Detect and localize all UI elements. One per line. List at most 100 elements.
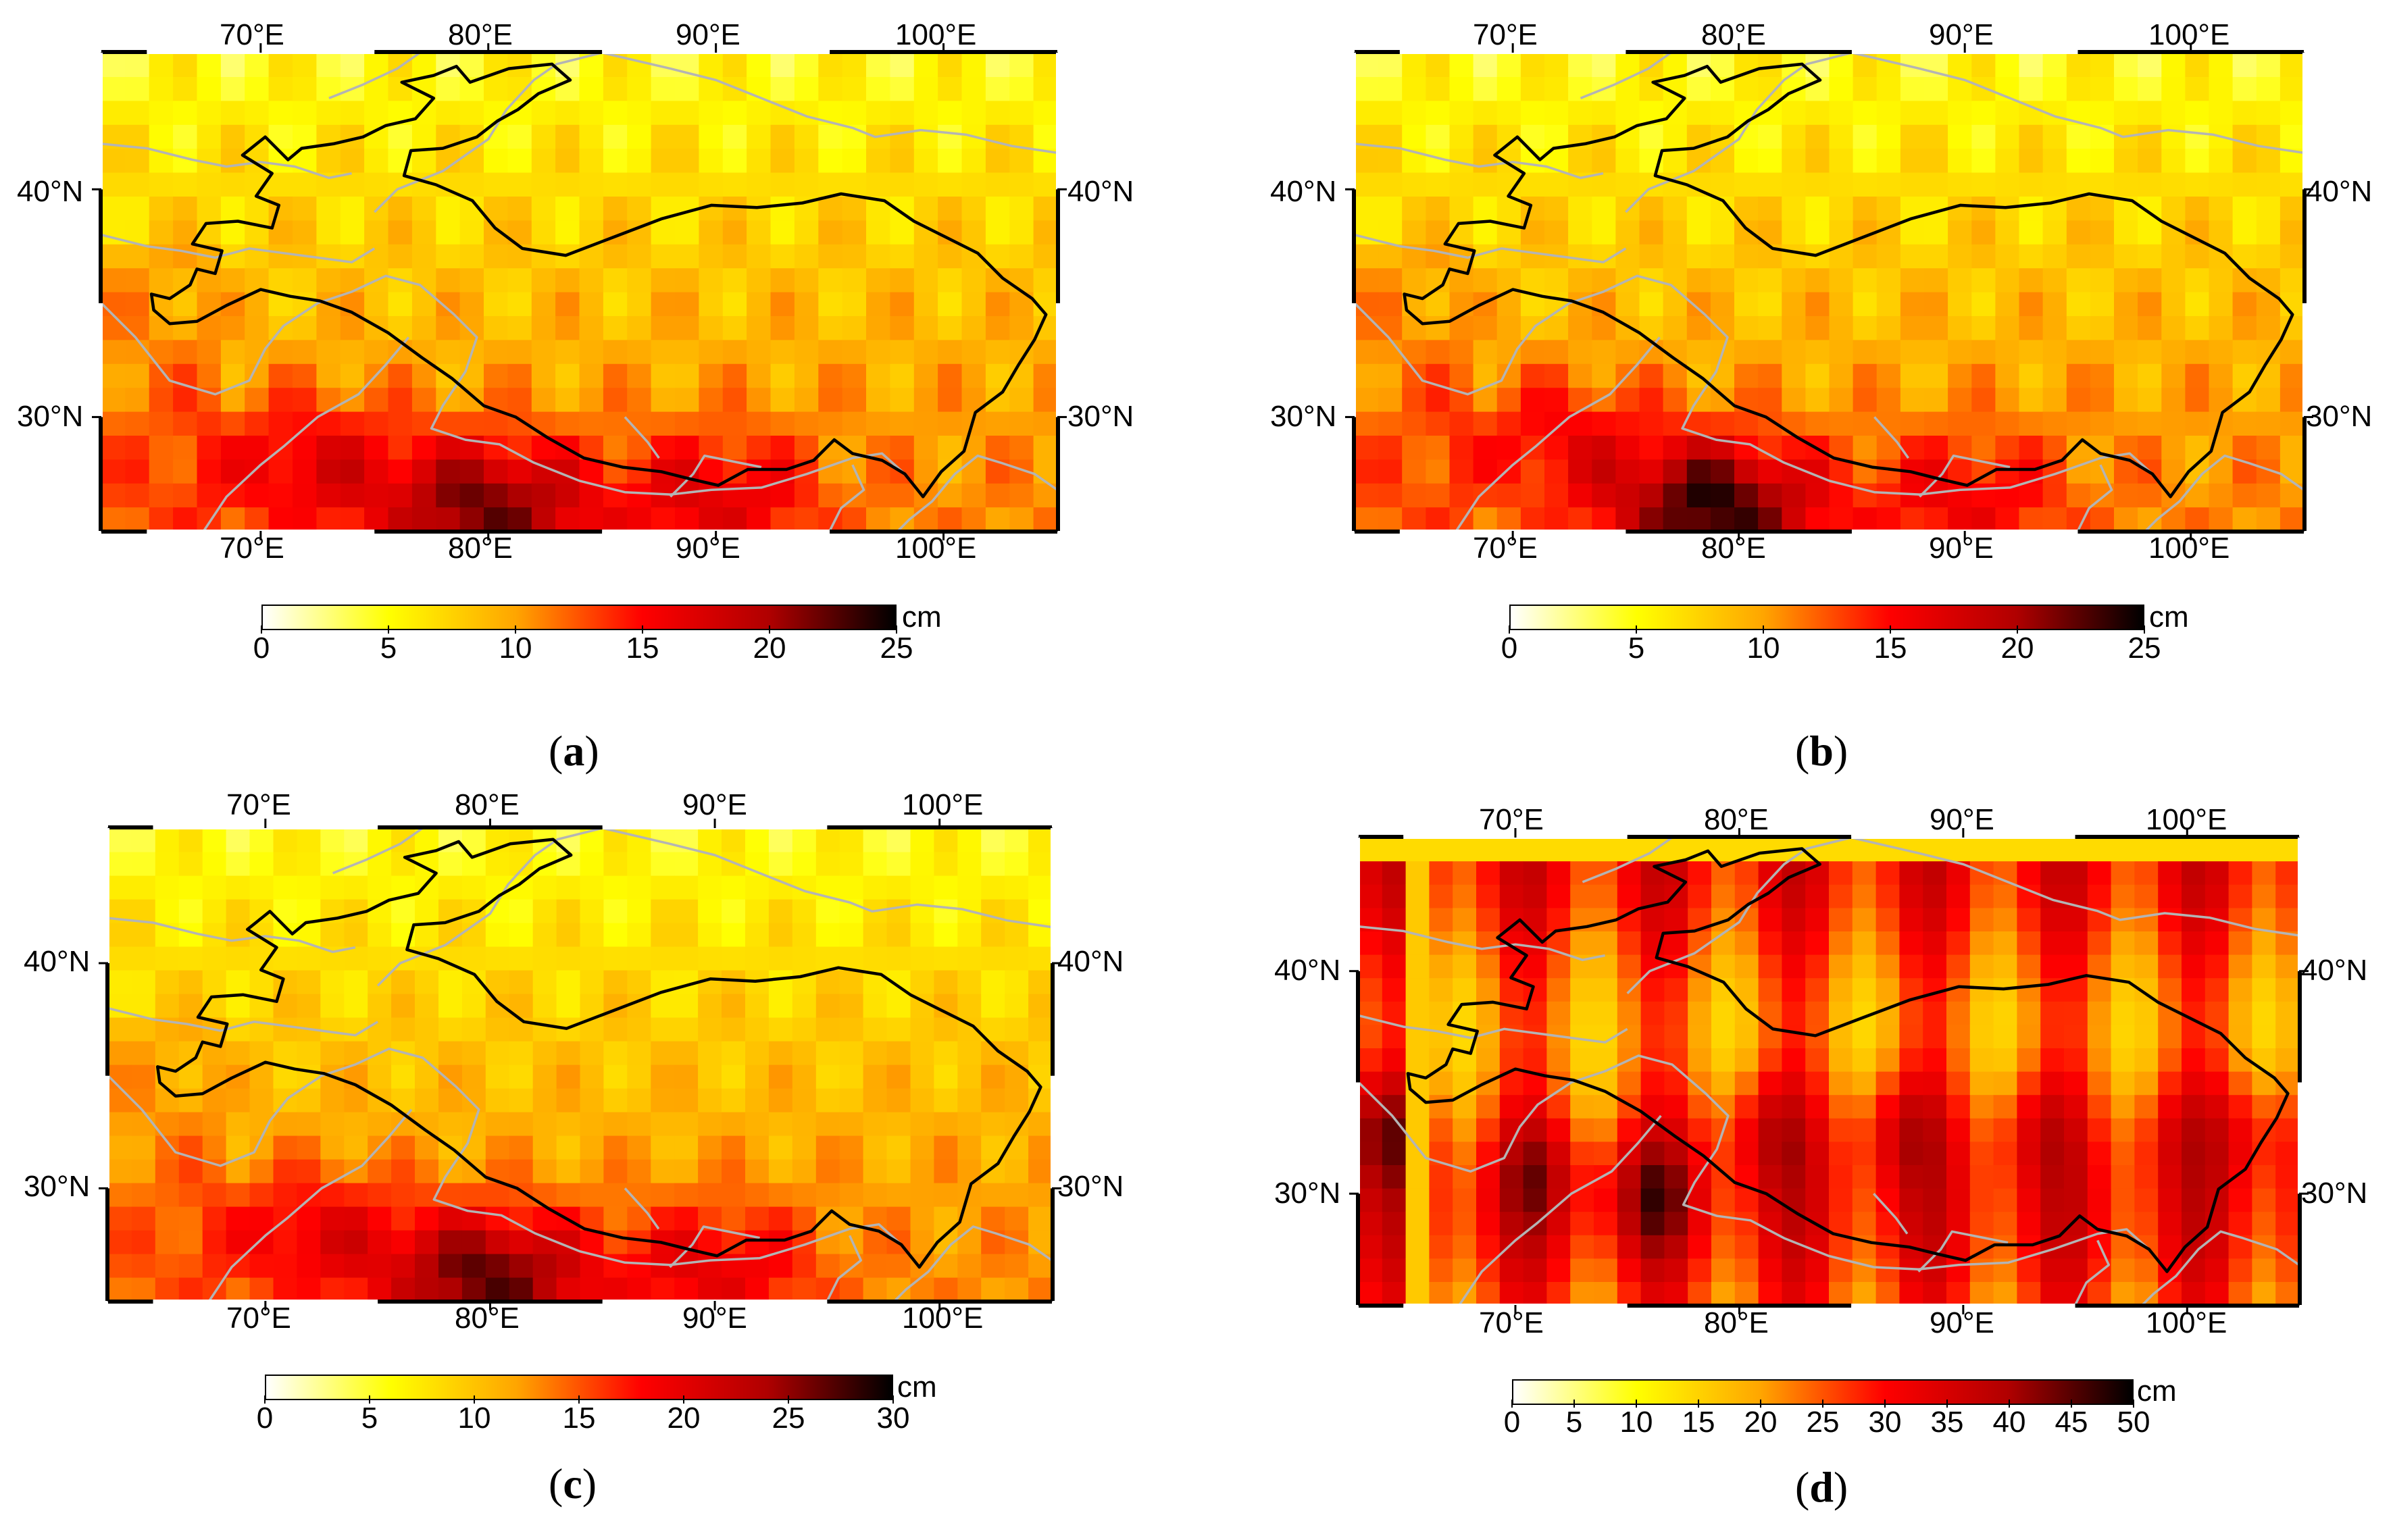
heatmap-cell xyxy=(2185,172,2210,197)
heatmap-cell xyxy=(1639,124,1664,149)
heatmap-cell xyxy=(1758,1048,1782,1072)
heatmap-cell xyxy=(1923,1281,1947,1306)
heatmap-cell xyxy=(1758,172,1782,197)
heatmap-cell xyxy=(1009,507,1034,532)
heatmap-cell xyxy=(1402,124,1426,149)
heatmap-cell xyxy=(792,852,817,876)
heatmap-cell xyxy=(863,1135,888,1160)
heatmap-cell xyxy=(1758,148,1782,173)
heatmap-cell xyxy=(1710,100,1735,125)
heatmap-cell xyxy=(981,1254,1005,1278)
heatmap-cell xyxy=(792,1254,817,1278)
heatmap-cell xyxy=(368,946,392,971)
heatmap-cell xyxy=(1664,1094,1688,1119)
heatmap-cell xyxy=(555,124,580,149)
heatmap-cell xyxy=(108,1088,132,1112)
heatmap-cell xyxy=(768,994,793,1018)
heatmap-cell xyxy=(2205,977,2230,1002)
colorbar-tick-label: 45 xyxy=(2055,1406,2088,1439)
heatmap-cell xyxy=(532,1277,557,1302)
heatmap-cell xyxy=(1033,244,1058,269)
heatmap-cell xyxy=(2066,339,2091,364)
heatmap-cell xyxy=(293,220,317,245)
heatmap-cell xyxy=(1734,1094,1759,1119)
heatmap-cell xyxy=(1688,1048,1712,1072)
heatmap-cell xyxy=(484,292,508,316)
heatmap-cell xyxy=(1971,53,1996,77)
heatmap-cell xyxy=(768,1041,793,1065)
heatmap-cell xyxy=(2064,1258,2088,1282)
heatmap-cell xyxy=(1688,1001,1712,1025)
heatmap-cell xyxy=(961,292,986,316)
heatmap-cell xyxy=(556,1064,581,1089)
heatmap-cell xyxy=(438,1112,463,1136)
heatmap-cell xyxy=(1711,931,1736,955)
heatmap-cell xyxy=(957,970,982,994)
heatmap-cell xyxy=(1805,907,1830,931)
heatmap-cell xyxy=(2040,1281,2065,1306)
heatmap-cell xyxy=(839,875,864,900)
heatmap-cell xyxy=(698,1277,722,1302)
heatmap-cell xyxy=(1355,172,1379,197)
heatmap-cell xyxy=(1971,100,1996,125)
heatmap-cell xyxy=(178,1159,203,1183)
heatmap-cell xyxy=(484,411,508,436)
heatmap-cell xyxy=(1640,838,1665,862)
heatmap-cell xyxy=(938,339,963,364)
heatmap-cell xyxy=(2279,507,2304,532)
country-border xyxy=(1359,925,1605,961)
heatmap-cell xyxy=(1453,1141,1477,1165)
heatmap-cell xyxy=(1758,1258,1782,1282)
heatmap-cell xyxy=(770,124,795,149)
heatmap-cell xyxy=(438,1088,463,1112)
heatmap-cell xyxy=(768,1183,793,1207)
heatmap-cell xyxy=(1829,100,1854,125)
heatmap-cell xyxy=(2228,1094,2252,1119)
heatmap-cell xyxy=(938,53,963,77)
frame-segment xyxy=(1352,303,1356,417)
heatmap-cell xyxy=(1523,884,1547,908)
heatmap-cell xyxy=(1544,387,1569,412)
heatmap-cell xyxy=(249,852,274,876)
heatmap-cell xyxy=(155,875,180,900)
heatmap-cell xyxy=(2019,292,2044,316)
heatmap-cell xyxy=(839,1159,864,1183)
heatmap-cell xyxy=(1993,838,2017,862)
heatmap-cell xyxy=(245,100,270,125)
heatmap-cell xyxy=(794,267,819,292)
heatmap-cell xyxy=(1544,76,1569,101)
colorbar-tick-mark xyxy=(2144,625,2145,634)
heatmap-cell xyxy=(580,1041,604,1065)
heatmap-cell xyxy=(368,1064,392,1089)
heatmap-cell xyxy=(1734,172,1759,197)
heatmap-cell xyxy=(818,244,843,269)
colorbar-tick-label: 10 xyxy=(1619,1406,1653,1439)
heatmap-cell xyxy=(1355,100,1379,125)
heatmap-cell xyxy=(699,244,724,269)
colorbar-a xyxy=(261,605,897,630)
heatmap-cell xyxy=(2111,1281,2135,1306)
heatmap-cell xyxy=(913,507,938,532)
heatmap-cell xyxy=(249,1041,274,1065)
heatmap-cell xyxy=(957,946,982,971)
heatmap-cell xyxy=(485,946,510,971)
heatmap-cell xyxy=(1496,100,1521,125)
heatmap-cell xyxy=(1924,315,1948,340)
heatmap-cell xyxy=(2114,292,2138,316)
heatmap-cell xyxy=(792,1041,817,1065)
heatmap-cell xyxy=(579,387,604,412)
country-border xyxy=(602,828,1052,929)
heatmap-cell xyxy=(1923,884,1947,908)
heatmap-cell xyxy=(1875,1094,1900,1119)
heatmap-cell xyxy=(675,507,699,532)
heatmap-cell xyxy=(1782,1001,1806,1025)
heatmap-cell xyxy=(1686,220,1711,245)
heatmap-cell xyxy=(1592,507,1616,532)
heatmap-cell xyxy=(173,339,198,364)
heatmap-cell xyxy=(675,483,699,508)
heatmap-cell xyxy=(1544,100,1569,125)
heatmap-cell xyxy=(890,315,915,340)
heatmap-cell xyxy=(1028,1183,1053,1207)
heatmap-cell xyxy=(485,1135,510,1160)
heatmap-cell xyxy=(580,970,604,994)
